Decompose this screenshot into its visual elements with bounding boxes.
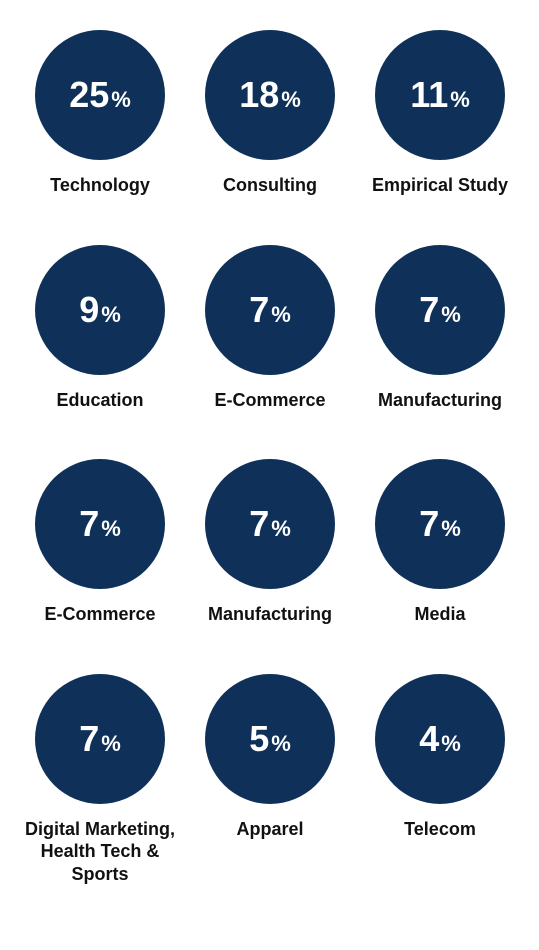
stat-cell: 9% Education: [20, 245, 180, 412]
stat-number: 5: [249, 721, 269, 757]
stat-value: 7%: [419, 506, 461, 542]
percent-symbol: %: [450, 89, 470, 111]
stat-grid: 25% Technology 18% Consulting 11% Empirical S…: [20, 30, 519, 885]
stat-cell: 7% Media: [360, 459, 520, 626]
stat-circle: 18%: [205, 30, 335, 160]
stat-value: 9%: [79, 292, 121, 328]
stat-value: 25%: [69, 77, 131, 113]
stat-value: 7%: [419, 292, 461, 328]
percent-symbol: %: [271, 304, 291, 326]
stat-number: 9: [79, 292, 99, 328]
stat-label: Manufacturing: [378, 389, 502, 412]
stat-circle: 7%: [35, 674, 165, 804]
stat-value: 11%: [410, 77, 470, 113]
stat-label: E-Commerce: [214, 389, 325, 412]
stat-value: 4%: [419, 721, 461, 757]
stat-number: 18: [239, 77, 279, 113]
stat-circle: 7%: [375, 245, 505, 375]
stat-cell: 5% Apparel: [190, 674, 350, 886]
stat-value: 7%: [79, 721, 121, 757]
stat-circle: 7%: [375, 459, 505, 589]
stat-label: Consulting: [223, 174, 317, 197]
percent-symbol: %: [101, 518, 121, 540]
stat-value: 7%: [79, 506, 121, 542]
stat-label: Technology: [50, 174, 150, 197]
stat-number: 7: [79, 721, 99, 757]
stat-cell: 25% Technology: [20, 30, 180, 197]
stat-circle: 11%: [375, 30, 505, 160]
stat-cell: 7% E-Commerce: [20, 459, 180, 626]
stat-number: 11: [410, 77, 448, 113]
stat-number: 7: [79, 506, 99, 542]
stat-circle: 5%: [205, 674, 335, 804]
stat-number: 7: [249, 292, 269, 328]
stat-cell: 7% E-Commerce: [190, 245, 350, 412]
stat-cell: 7% Manufacturing: [360, 245, 520, 412]
percent-symbol: %: [441, 518, 461, 540]
stat-value: 5%: [249, 721, 291, 757]
stat-label: Education: [56, 389, 143, 412]
stat-value: 7%: [249, 292, 291, 328]
percent-symbol: %: [271, 733, 291, 755]
stat-number: 4: [419, 721, 439, 757]
percent-symbol: %: [281, 89, 301, 111]
stat-value: 18%: [239, 77, 301, 113]
stat-label: E-Commerce: [44, 603, 155, 626]
stat-circle: 25%: [35, 30, 165, 160]
stat-label: Empirical Study: [372, 174, 508, 197]
stat-value: 7%: [249, 506, 291, 542]
percent-symbol: %: [101, 733, 121, 755]
stat-cell: 11% Empirical Study: [360, 30, 520, 197]
stat-circle: 7%: [205, 245, 335, 375]
stat-cell: 18% Consulting: [190, 30, 350, 197]
stat-circle: 7%: [35, 459, 165, 589]
stat-number: 7: [419, 506, 439, 542]
stat-label: Digital Marketing, Health Tech & Sports: [20, 818, 180, 886]
stat-label: Media: [414, 603, 465, 626]
stat-cell: 7% Digital Marketing, Health Tech & Sport…: [20, 674, 180, 886]
stat-label: Apparel: [236, 818, 303, 841]
percent-symbol: %: [441, 304, 461, 326]
stat-circle: 7%: [205, 459, 335, 589]
infographic-page: 25% Technology 18% Consulting 11% Empirical S…: [0, 0, 539, 915]
stat-circle: 9%: [35, 245, 165, 375]
percent-symbol: %: [271, 518, 291, 540]
stat-number: 25: [69, 77, 109, 113]
stat-cell: 7% Manufacturing: [190, 459, 350, 626]
percent-symbol: %: [441, 733, 461, 755]
stat-label: Manufacturing: [208, 603, 332, 626]
stat-number: 7: [249, 506, 269, 542]
stat-cell: 4% Telecom: [360, 674, 520, 886]
percent-symbol: %: [111, 89, 131, 111]
stat-label: Telecom: [404, 818, 476, 841]
stat-circle: 4%: [375, 674, 505, 804]
stat-number: 7: [419, 292, 439, 328]
percent-symbol: %: [101, 304, 121, 326]
